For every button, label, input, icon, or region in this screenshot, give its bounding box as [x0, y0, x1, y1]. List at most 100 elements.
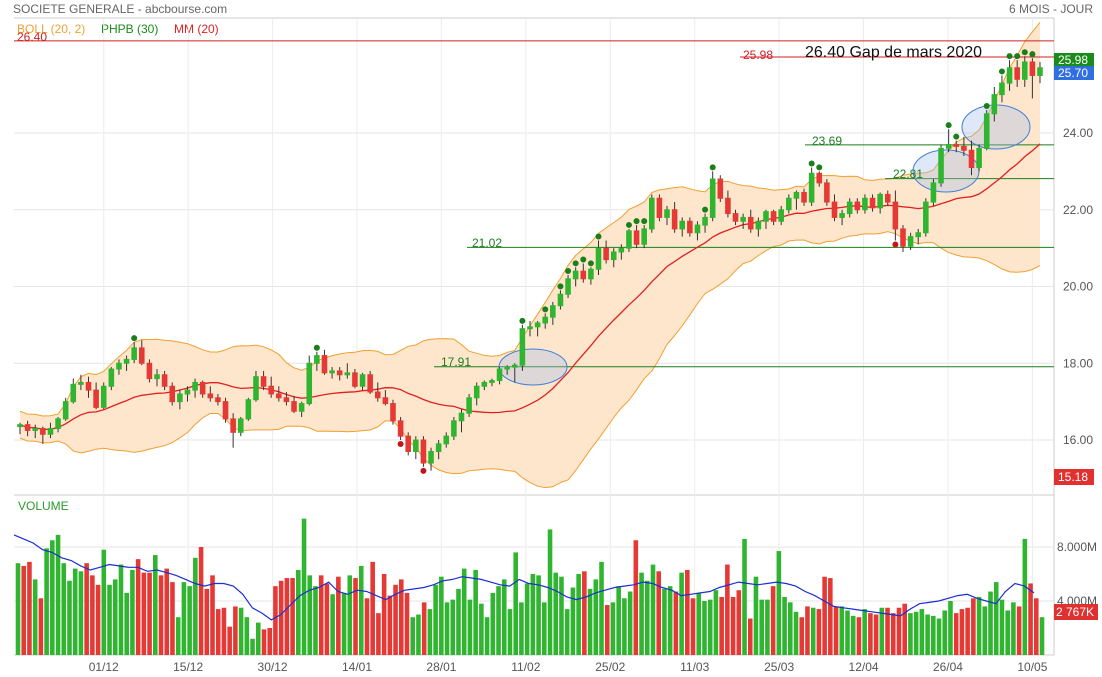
candle-body [633, 230, 640, 245]
low-marker [892, 241, 899, 248]
candle-body [618, 247, 625, 253]
phpb-marker [1021, 49, 1028, 56]
volume-bar [479, 603, 484, 655]
volume-bar [633, 540, 639, 655]
volume-bar [742, 538, 747, 655]
volume-bar [507, 609, 513, 655]
phpb-marker [998, 68, 1005, 75]
volume-bar [696, 592, 702, 655]
candlesticks [17, 56, 1043, 471]
candle-body [869, 197, 876, 209]
volume-bar [427, 609, 433, 655]
horizontal-levels [14, 40, 1054, 368]
candle-body [907, 236, 914, 247]
candle-body [1014, 67, 1020, 80]
volume-bar [227, 626, 232, 655]
candle-body [740, 216, 746, 222]
volume-bar [530, 574, 536, 655]
candle-body [435, 443, 442, 453]
volume-bar [913, 611, 919, 655]
volume-bar [919, 609, 925, 655]
chart-title: SOCIETE GENERALE - abcbourse.com [13, 2, 228, 16]
volume-bar [193, 557, 198, 655]
volume-bar [170, 582, 175, 655]
volume-bar [650, 564, 656, 655]
candle-body [336, 370, 343, 376]
volume-bar [1011, 602, 1016, 655]
candle-body [588, 268, 594, 280]
volume-bar [971, 598, 976, 655]
price-tick-label: 18.00 [1063, 356, 1093, 370]
volume-bar [604, 605, 610, 655]
volume-bar [496, 586, 501, 655]
candle-body [725, 197, 731, 215]
candle-body [816, 172, 823, 184]
phpb-marker [641, 218, 648, 225]
candle-body [831, 201, 838, 218]
volume-bar [805, 606, 810, 655]
candle-body [976, 147, 982, 169]
candle-body [237, 418, 244, 433]
volume-bar [759, 599, 764, 655]
volume-bar [782, 596, 787, 655]
candle-body [283, 397, 290, 403]
volume-bar [381, 574, 387, 655]
candle-body [245, 399, 252, 420]
candle-body [291, 401, 297, 412]
volume-bar [976, 596, 982, 655]
volume-bar [702, 601, 707, 655]
candle-body [428, 451, 434, 464]
volume-bar [15, 563, 21, 655]
date-tick-label: 11/02 [511, 660, 540, 674]
candle-body [298, 403, 305, 412]
phpb-marker [702, 206, 709, 213]
volume-bar [753, 576, 759, 655]
candle-body [801, 191, 807, 203]
date-tick-label: 11/03 [680, 660, 709, 674]
volume-bar [404, 592, 410, 655]
candle-body [177, 393, 183, 403]
volume-bar [273, 586, 278, 655]
volume-bar [330, 594, 335, 655]
volume-bar [221, 607, 227, 655]
volume-bar [999, 599, 1005, 655]
volume-bar [290, 578, 295, 655]
candle-body [557, 293, 564, 307]
volume-bar [862, 609, 867, 655]
phpb-marker [565, 267, 572, 274]
volume-bar [67, 580, 72, 655]
candle-body [671, 209, 678, 230]
candle-body [892, 201, 899, 230]
volume-bar [307, 575, 313, 655]
volume-bar [593, 579, 599, 655]
volume-bar [147, 572, 152, 655]
volume-bar [84, 563, 89, 655]
candle-body [709, 178, 716, 218]
highlight-ellipses [498, 104, 1031, 386]
highlight-ellipse [498, 348, 568, 386]
volume-bar [118, 564, 124, 655]
volume-bar [130, 569, 135, 655]
volume-bar [902, 603, 907, 655]
volume-bar [278, 580, 284, 655]
candle-body [32, 427, 39, 431]
candle-body [626, 230, 632, 249]
phpb-marker [953, 133, 960, 140]
candle-body [854, 201, 861, 211]
candle-body [276, 393, 282, 399]
volume-bar [50, 540, 55, 655]
volume-bar [747, 618, 753, 655]
volume-bar [38, 598, 44, 655]
candle-body [603, 247, 609, 261]
volume-badge-text: 2 767K [1056, 605, 1094, 619]
candle-body [116, 362, 122, 370]
volume-bar [765, 599, 770, 655]
volume-bar [135, 559, 141, 655]
volume-bar [410, 617, 416, 655]
phpb-marker [587, 260, 594, 267]
candle-body [306, 362, 313, 405]
volume-bar [353, 578, 358, 655]
candle-body [824, 182, 830, 203]
candle-body [329, 370, 335, 374]
